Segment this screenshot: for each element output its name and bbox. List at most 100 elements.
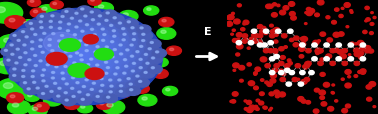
Circle shape (70, 71, 73, 73)
Circle shape (279, 47, 284, 51)
Circle shape (1, 48, 15, 57)
Circle shape (84, 16, 87, 18)
Circle shape (101, 85, 104, 87)
Circle shape (30, 1, 34, 3)
Circle shape (54, 83, 57, 85)
Circle shape (111, 56, 114, 58)
Circle shape (341, 8, 344, 10)
Circle shape (341, 55, 344, 57)
Circle shape (98, 27, 112, 35)
Circle shape (236, 39, 240, 42)
Circle shape (42, 93, 45, 95)
Circle shape (109, 79, 112, 81)
Circle shape (28, 74, 42, 83)
Circle shape (96, 76, 111, 85)
Circle shape (36, 38, 50, 46)
Circle shape (304, 64, 310, 68)
Circle shape (105, 20, 122, 30)
Circle shape (126, 87, 141, 96)
Circle shape (350, 10, 353, 13)
Circle shape (0, 58, 21, 74)
Circle shape (23, 33, 28, 36)
Circle shape (35, 44, 50, 53)
Circle shape (48, 31, 63, 40)
Circle shape (36, 20, 50, 28)
Circle shape (94, 22, 108, 31)
Circle shape (312, 44, 317, 48)
Circle shape (316, 53, 319, 55)
Circle shape (13, 47, 27, 55)
Circle shape (107, 39, 122, 48)
Circle shape (109, 34, 124, 43)
Circle shape (81, 34, 96, 43)
Circle shape (107, 96, 110, 98)
Circle shape (138, 38, 153, 47)
Circle shape (31, 49, 34, 51)
Circle shape (373, 17, 376, 19)
Circle shape (236, 33, 242, 38)
Circle shape (244, 108, 248, 110)
Circle shape (318, 62, 323, 66)
Circle shape (85, 50, 88, 52)
Circle shape (75, 13, 78, 15)
Circle shape (326, 17, 330, 20)
Circle shape (103, 65, 117, 74)
Circle shape (30, 9, 45, 18)
Circle shape (287, 59, 291, 62)
Circle shape (321, 102, 327, 106)
Circle shape (95, 55, 109, 64)
Circle shape (340, 54, 346, 59)
Circle shape (94, 3, 113, 15)
Circle shape (114, 73, 117, 75)
Circle shape (290, 12, 295, 17)
Circle shape (18, 29, 33, 38)
Circle shape (299, 47, 305, 52)
Circle shape (130, 45, 133, 47)
Circle shape (288, 3, 295, 7)
Circle shape (119, 32, 134, 41)
Circle shape (316, 49, 322, 53)
Circle shape (79, 55, 82, 57)
Circle shape (357, 41, 364, 46)
Circle shape (122, 39, 125, 41)
Circle shape (51, 16, 54, 18)
Circle shape (50, 81, 64, 89)
Circle shape (129, 61, 143, 69)
Circle shape (116, 67, 119, 69)
Circle shape (153, 70, 168, 79)
Circle shape (147, 9, 151, 11)
Circle shape (95, 14, 109, 22)
Circle shape (360, 71, 366, 75)
Circle shape (25, 92, 40, 101)
Circle shape (64, 100, 79, 109)
Circle shape (47, 48, 62, 57)
Circle shape (93, 94, 107, 102)
Circle shape (280, 78, 285, 82)
Circle shape (3, 83, 13, 89)
Circle shape (262, 44, 267, 48)
Circle shape (26, 21, 40, 30)
Circle shape (300, 43, 306, 47)
Circle shape (61, 49, 75, 58)
Circle shape (228, 16, 234, 21)
Circle shape (136, 65, 150, 74)
Circle shape (338, 32, 344, 37)
Circle shape (54, 60, 57, 62)
Circle shape (99, 90, 102, 92)
Circle shape (131, 70, 135, 72)
Circle shape (40, 16, 43, 18)
Circle shape (279, 92, 285, 97)
Circle shape (39, 22, 42, 24)
Circle shape (148, 48, 151, 50)
Circle shape (29, 23, 33, 25)
Circle shape (268, 49, 273, 53)
Circle shape (41, 75, 44, 77)
Circle shape (119, 11, 138, 23)
Circle shape (125, 44, 147, 58)
Circle shape (110, 71, 125, 80)
Circle shape (268, 5, 273, 9)
Circle shape (83, 62, 98, 71)
Circle shape (32, 107, 37, 110)
Circle shape (306, 49, 311, 53)
Circle shape (100, 78, 103, 80)
